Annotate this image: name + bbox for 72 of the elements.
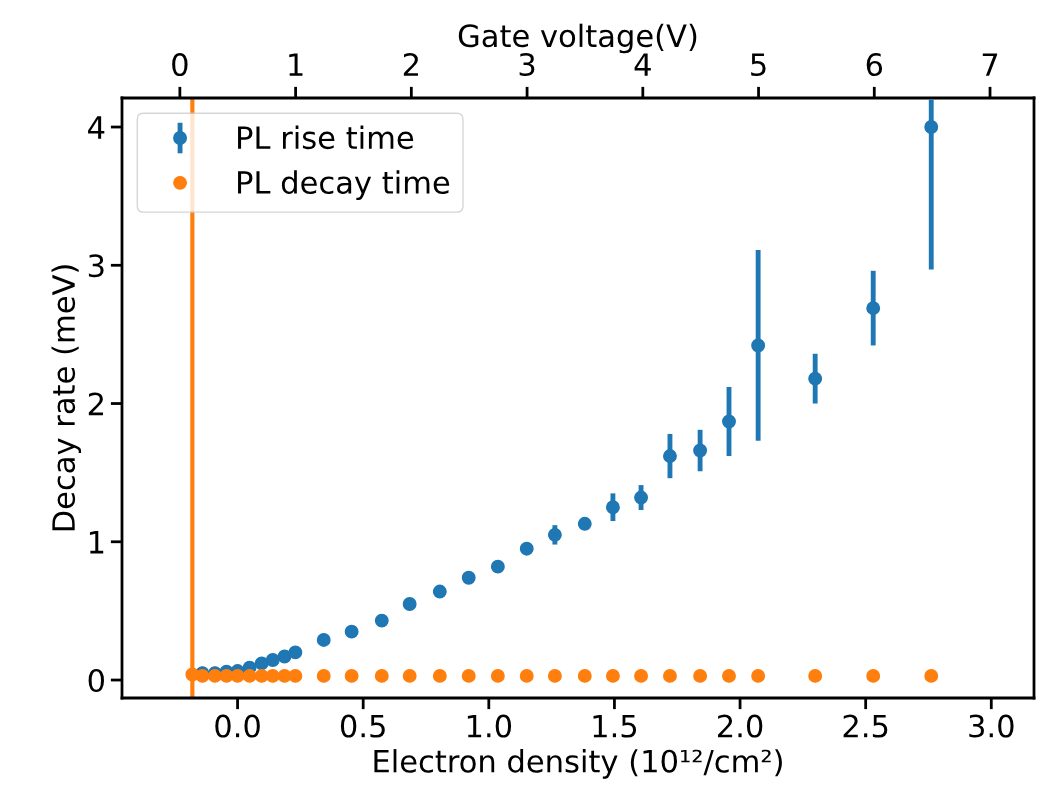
point <box>722 668 736 683</box>
x-tick-label: 2.5 <box>843 714 888 738</box>
point <box>722 414 736 429</box>
point <box>519 541 534 556</box>
point <box>254 656 269 671</box>
point <box>634 668 649 683</box>
point <box>663 449 677 464</box>
point <box>277 649 292 664</box>
point <box>663 668 677 683</box>
point <box>519 668 534 683</box>
x-tick-label: 0.5 <box>340 714 385 738</box>
point <box>265 668 280 683</box>
point <box>808 668 823 683</box>
y-tick-label: 1 <box>89 531 104 554</box>
point <box>547 668 562 683</box>
point <box>693 443 708 458</box>
y-tick-label: 2 <box>88 392 103 416</box>
point <box>924 668 939 683</box>
point <box>432 668 447 683</box>
point <box>577 516 592 531</box>
point <box>230 668 245 683</box>
point <box>924 120 939 134</box>
point <box>242 668 257 683</box>
point <box>402 668 417 683</box>
point <box>432 584 447 599</box>
point <box>808 371 823 386</box>
x-tick-label: 1.5 <box>593 714 637 738</box>
point <box>605 500 620 515</box>
x2-tick-label: 2 <box>403 53 418 76</box>
point <box>288 668 303 683</box>
x2-tick-label: 4 <box>634 53 651 76</box>
x2-tick-label: 3 <box>519 53 535 77</box>
point <box>374 668 389 683</box>
y-tick-label: 4 <box>88 116 105 139</box>
x2-tick-label: 1 <box>289 53 303 76</box>
point <box>344 624 359 639</box>
x2-axis-title: Gate voltage(V) <box>458 23 697 54</box>
y-tick-label: 3 <box>88 254 104 278</box>
x-tick-label: 2.0 <box>717 714 763 738</box>
x2-tick-label: 0 <box>172 53 188 77</box>
point <box>265 653 280 667</box>
point <box>461 668 476 683</box>
point <box>316 668 331 683</box>
point <box>461 570 476 585</box>
point <box>751 338 766 353</box>
x2-tick-label: 7 <box>982 53 998 76</box>
point <box>316 632 331 647</box>
y-axis-title: Decay rate (meV) <box>51 265 82 531</box>
y-tick-label: 0 <box>88 668 104 693</box>
x-axis-title: Electron density (10¹²/cm²) <box>374 749 782 779</box>
point <box>288 645 303 660</box>
x2-tick-label: 5 <box>751 53 766 77</box>
point <box>490 668 505 683</box>
point <box>605 668 620 683</box>
point <box>344 668 359 683</box>
point <box>693 668 708 683</box>
legend-label: PL decay time <box>238 170 450 200</box>
point <box>374 613 389 628</box>
point <box>219 668 234 683</box>
legend-label: PL rise time <box>238 125 414 150</box>
point <box>547 527 562 542</box>
x-tick-label: 0.0 <box>215 714 260 738</box>
point <box>490 559 505 574</box>
x2-tick-label: 6 <box>866 53 883 77</box>
x-tick-label: 1.0 <box>467 714 512 738</box>
x-tick-label: 3.0 <box>969 714 1014 738</box>
point <box>402 597 417 611</box>
point <box>866 668 881 683</box>
point <box>751 668 766 683</box>
point <box>577 668 592 683</box>
point <box>866 301 881 316</box>
point <box>634 490 649 505</box>
